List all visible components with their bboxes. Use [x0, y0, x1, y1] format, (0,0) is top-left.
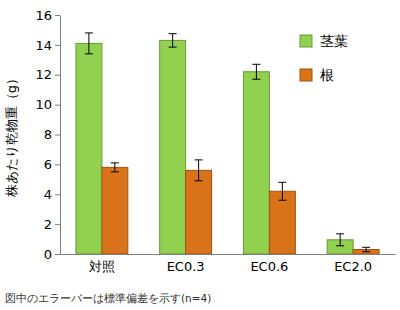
- x-tick-label: EC0.3: [167, 259, 205, 274]
- chart: 0 2 4 6 8 10 12 14 16 対照 EC0.3 EC0.6 EC2.0 株あたり乾物重（g）…: [0, 0, 400, 310]
- y-tick-mark: [55, 164, 60, 165]
- x-tick: EC2.0: [334, 254, 372, 274]
- y-tick: 6: [44, 157, 60, 172]
- x-tick-label: EC2.0: [334, 259, 372, 274]
- error-bar: [252, 64, 260, 79]
- bar: [76, 43, 102, 254]
- error-bar: [362, 247, 370, 251]
- y-tick: 10: [35, 97, 60, 112]
- y-tick-label: 0: [44, 247, 52, 262]
- y-tick-label: 4: [44, 187, 52, 202]
- y-axis: 0 2 4 6 8 10 12 14 16: [35, 8, 60, 262]
- legend-swatch: [300, 69, 312, 81]
- x-tick: EC0.3: [167, 254, 205, 274]
- error-bar: [85, 33, 93, 54]
- y-tick-label: 10: [35, 97, 52, 112]
- x-tick-label: 対照: [89, 259, 115, 274]
- error-bar: [169, 34, 177, 47]
- y-tick: 12: [35, 67, 60, 82]
- legend-label: 根: [320, 67, 334, 83]
- y-tick-label: 12: [35, 67, 52, 82]
- x-tick: 対照: [89, 254, 115, 274]
- y-tick-label: 2: [44, 217, 52, 232]
- x-axis: 対照 EC0.3 EC0.6 EC2.0: [61, 254, 396, 274]
- y-tick: 0: [44, 247, 60, 262]
- y-axis-title: 株あたり乾物重（g）: [4, 72, 19, 198]
- y-tick-label: 14: [35, 38, 52, 53]
- error-bar: [111, 163, 119, 172]
- bar: [160, 40, 186, 254]
- error-bar: [278, 182, 286, 200]
- y-tick: 8: [44, 127, 60, 142]
- y-tick-mark: [55, 254, 60, 255]
- legend-label: 茎葉: [320, 33, 348, 49]
- footnote: 図中のエラーバーは標準偏差を示す(n=4): [5, 292, 211, 305]
- y-tick-mark: [55, 194, 60, 195]
- x-axis-line: [61, 254, 396, 255]
- error-bar: [195, 160, 203, 181]
- y-tick-label: 16: [35, 8, 52, 23]
- y-tick-mark: [55, 105, 60, 106]
- y-tick-mark: [55, 224, 60, 225]
- bar: [243, 72, 269, 254]
- legend-swatch: [300, 35, 312, 47]
- y-tick: 2: [44, 217, 60, 232]
- y-tick-mark: [55, 135, 60, 136]
- y-tick: 16: [35, 8, 60, 23]
- y-tick-label: 6: [44, 157, 52, 172]
- y-tick-mark: [55, 45, 60, 46]
- plot-area: [76, 33, 379, 254]
- x-tick: EC0.6: [250, 254, 288, 274]
- y-tick-mark: [55, 75, 60, 76]
- y-tick-label: 8: [44, 127, 52, 142]
- legend: 茎葉根: [300, 33, 348, 83]
- y-tick: 4: [44, 187, 60, 202]
- bar: [186, 170, 212, 254]
- bar: [102, 167, 128, 254]
- y-tick: 14: [35, 38, 60, 53]
- x-tick-label: EC0.6: [250, 259, 288, 274]
- y-tick-mark: [55, 15, 60, 16]
- error-bar: [336, 234, 344, 246]
- y-axis-line: [60, 16, 61, 255]
